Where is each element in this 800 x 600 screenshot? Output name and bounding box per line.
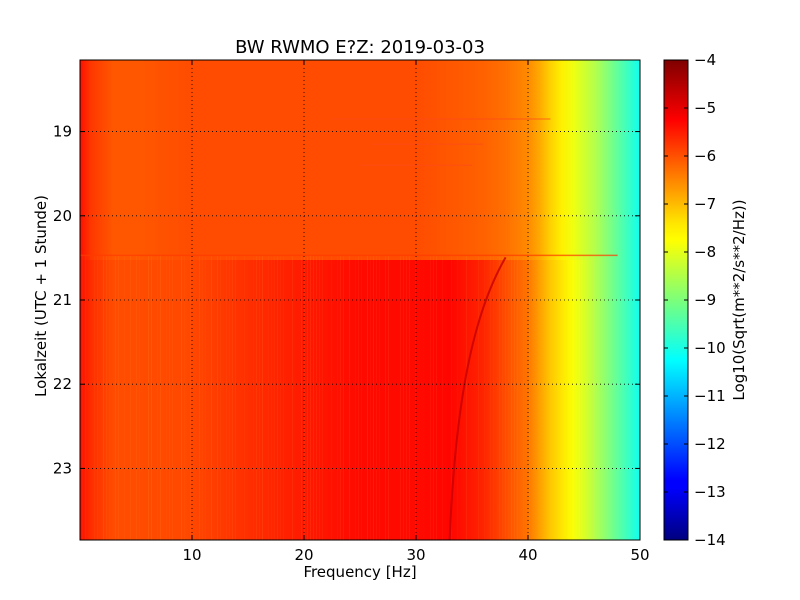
x-tick-label: 50 [630,546,649,564]
x-axis-label: Frequency [Hz] [303,563,416,581]
grid-lines [80,60,640,540]
y-axis-label: Lokalzeit (UTC + 1 Stunde) [32,195,50,397]
x-tick-label: 10 [182,546,201,564]
colorbar-ticks: −4 −5 −6 −7 −8 −9 −10 −11 −12 −13 −14 [664,51,726,549]
chart-title: BW RWMO E?Z: 2019-03-03 [235,37,485,58]
colorbar-tick-label: −4 [694,51,716,69]
colorbar-tick-label: −7 [694,195,716,213]
y-tick-label: 23 [53,459,72,477]
plot-area [79,59,641,541]
colorbar-tick-label: −5 [694,99,716,117]
x-tick-label: 30 [406,546,425,564]
colorbar-tick-label: −14 [694,531,726,549]
x-tick-label: 20 [294,546,313,564]
colorbar-tick-label: −8 [694,243,716,261]
heatmap-before [80,60,640,260]
colorbar-tick-label: −13 [694,483,726,501]
y-tick-label: 22 [53,375,72,393]
y-axis: 19 20 21 22 23 [53,123,640,477]
y-tick-label: 21 [53,291,72,309]
colorbar-tick-label: −6 [694,147,716,165]
colorbar-label: Log10(Sqrt(m**2/s**2/Hz)) [730,199,748,400]
y-tick-label: 20 [53,207,72,225]
colorbar-tick-label: −12 [694,435,726,453]
colorbar-tick-label: −9 [694,291,716,309]
colorbar-tick-label: −10 [694,339,726,357]
y-tick-label: 19 [53,123,72,141]
x-axis: 10 20 30 40 50 [182,60,650,564]
colorbar-tick-label: −11 [694,387,726,405]
heatmap-texture [80,118,618,541]
x-tick-label: 40 [518,546,537,564]
colorbar: −4 −5 −6 −7 −8 −9 −10 −11 −12 −13 −14 Log10(Sqrt(m… [663,51,748,549]
heatmap-after [80,260,640,540]
